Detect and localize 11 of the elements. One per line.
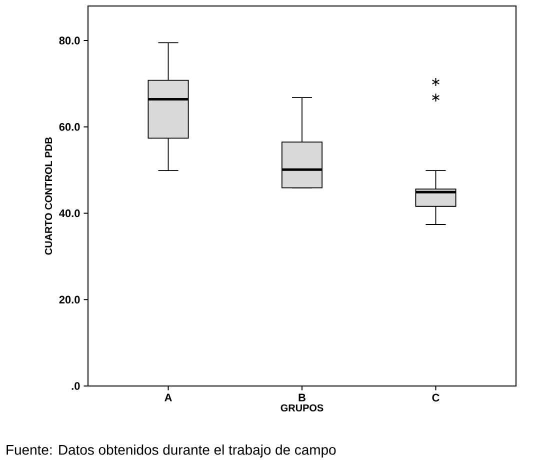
y-tick-label: .0	[72, 382, 80, 390]
source-note: Fuente: Datos obtenidos durante el trabajo de campo	[6, 444, 336, 458]
x-tick-label: A	[164, 394, 172, 402]
x-tick-label: B	[298, 394, 306, 402]
y-tick-label: 60.0	[59, 123, 80, 131]
y-tick-label: 20.0	[59, 296, 80, 304]
x-axis-title: GRUPOS	[280, 404, 324, 412]
y-axis-title: CUARTO CONTROL PDB	[45, 137, 52, 255]
y-tick-label: 80.0	[59, 36, 80, 44]
y-tick-label: 40.0	[59, 209, 80, 218]
x-tick-label: C	[432, 394, 440, 402]
